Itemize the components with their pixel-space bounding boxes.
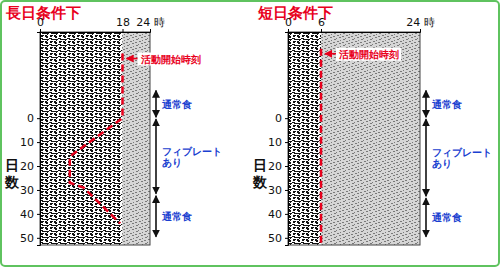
x-tick-label: 0 (37, 16, 44, 29)
x-tick-mark (321, 29, 322, 32)
x-tick-label: 24 時 (406, 16, 435, 29)
y-tick-label: 10 (20, 136, 34, 149)
plot-frame (40, 32, 150, 245)
x-tick-label: 6 (318, 16, 325, 29)
period-label: フィブレートあり (432, 147, 492, 170)
frame-border (1, 1, 499, 266)
y-tick: 50 (268, 232, 288, 245)
x-tick-label: 18 (116, 16, 130, 29)
x-tick-mark (150, 29, 151, 32)
x-tick-mark (40, 29, 41, 32)
panel: 長日条件下01824 時01020304050日数通常食フィブレートあり通常食活… (4, 4, 222, 246)
onset-label: 活動開始時刻 (338, 49, 399, 60)
y-tick-mark (285, 190, 288, 191)
plot-frame (288, 32, 420, 245)
y-tick-label: 20 (268, 160, 282, 173)
plot-area (40, 32, 150, 245)
x-tick: 6 (318, 16, 325, 32)
y-tick-label: 50 (20, 232, 34, 245)
y-tick-mark (285, 238, 288, 239)
y-axis-title: 日数 (4, 157, 20, 190)
activity-region (40, 32, 123, 245)
x-tick-label: 24 時 (136, 16, 165, 29)
period-arrow (155, 90, 157, 117)
x-tick: 18 (116, 16, 130, 32)
axis-line (37, 33, 41, 246)
y-tick: 0 (275, 112, 288, 125)
period-arrow (425, 198, 427, 237)
axis-line (41, 29, 151, 33)
y-tick-mark (37, 166, 40, 167)
y-tick: 50 (20, 232, 40, 245)
activity-region (288, 32, 321, 245)
period-label: 通常食 (431, 99, 462, 110)
y-tick-label: 30 (20, 184, 34, 197)
axis-line (285, 33, 289, 246)
plot-area (288, 32, 420, 245)
y-tick: 30 (20, 184, 40, 197)
y-tick-mark (37, 238, 40, 239)
y-tick-mark (37, 190, 40, 191)
y-tick-mark (285, 166, 288, 167)
period-label: 通常食 (161, 99, 192, 110)
x-tick: 0 (285, 16, 292, 32)
onset-line (320, 49, 323, 245)
y-tick: 30 (268, 184, 288, 197)
chart-figure: 長日条件下01824 時01020304050日数通常食フィブレートあり通常食活… (0, 0, 500, 267)
y-tick-mark (285, 214, 288, 215)
y-tick-mark (37, 214, 40, 215)
period-arrow (155, 196, 157, 237)
y-axis: 0 10 20 30 40 50 (268, 33, 289, 246)
y-tick: 0 (27, 112, 40, 125)
x-axis: 0 6 24 時 (285, 16, 435, 33)
period-label: 通常食 (161, 211, 192, 222)
x-tick-label: 0 (285, 16, 292, 29)
y-tick-label: 40 (20, 208, 34, 221)
y-tick: 40 (20, 208, 40, 221)
y-tick-mark (285, 118, 288, 119)
axis-line (289, 29, 421, 33)
panel: 短日条件下0624 時01020304050日数通常食フィブレートあり通常食活動… (252, 4, 492, 246)
x-tick: 24 時 (406, 16, 435, 32)
y-axis: 0 10 20 30 40 50 (20, 33, 41, 246)
label-background (336, 48, 401, 61)
y-tick-label: 0 (275, 112, 282, 125)
period-label: 通常食 (431, 212, 462, 223)
period-label: フィブレートあり (162, 146, 222, 169)
x-axis: 0 18 24 時 (37, 16, 165, 33)
period-arrow (425, 90, 427, 117)
y-tick-mark (37, 142, 40, 143)
y-tick: 10 (20, 136, 40, 149)
onset-label: 活動開始時刻 (140, 54, 201, 65)
period-arrow (155, 119, 157, 194)
y-tick: 20 (268, 160, 288, 173)
y-tick-mark (285, 142, 288, 143)
x-tick-mark (288, 29, 289, 32)
y-tick-label: 40 (268, 208, 282, 221)
shaded-region (321, 32, 420, 245)
x-tick-mark (420, 29, 421, 32)
y-tick-label: 0 (27, 112, 34, 125)
x-tick-mark (123, 29, 124, 32)
y-tick-label: 30 (268, 184, 282, 197)
x-tick: 0 (37, 16, 44, 32)
y-tick: 10 (268, 136, 288, 149)
onset-pointer (127, 58, 138, 60)
y-tick-label: 10 (268, 136, 282, 149)
onset-pointer (325, 53, 336, 55)
y-tick-label: 20 (20, 160, 34, 173)
period-arrow (425, 119, 427, 196)
y-tick-label: 50 (268, 232, 282, 245)
y-tick: 20 (20, 160, 40, 173)
label-background (138, 53, 203, 66)
y-axis-title: 日数 (252, 157, 268, 190)
y-tick-mark (37, 118, 40, 119)
onset-line (70, 54, 123, 224)
y-tick: 40 (268, 208, 288, 221)
x-tick: 24 時 (136, 16, 165, 32)
